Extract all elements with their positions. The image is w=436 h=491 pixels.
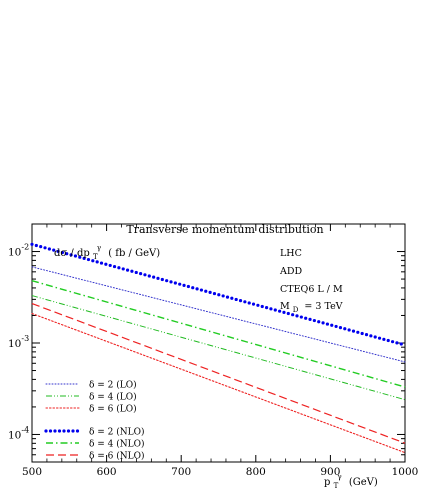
y-axis-label-sub: T bbox=[93, 253, 98, 261]
x-tick-label: 600 bbox=[97, 466, 117, 478]
legend-label-2: δ = 4 (LO) bbox=[89, 392, 137, 403]
annotation-md-rest: = 3 TeV bbox=[304, 301, 342, 312]
y-axis-label-unit: ( fb / GeV) bbox=[108, 248, 160, 259]
series-line-2 bbox=[31, 295, 406, 401]
y-tick-label: 10-4 bbox=[8, 425, 29, 441]
y-tick-label: 10-2 bbox=[8, 243, 29, 259]
annotation-lhc: LHC bbox=[280, 248, 302, 259]
legend-label-5: δ = 4 (NLO) bbox=[89, 439, 145, 450]
series-line-6 bbox=[31, 302, 406, 444]
y-axis-label-sup: γ bbox=[97, 244, 101, 252]
x-axis-label-sub: T bbox=[334, 482, 339, 490]
annotation-md-sub: D bbox=[293, 306, 299, 314]
x-tick-label: 500 bbox=[22, 466, 42, 478]
x-tick-label: 800 bbox=[246, 466, 266, 478]
series-line-5 bbox=[31, 280, 406, 388]
chart-title: Transverse momentum distribution bbox=[126, 223, 323, 236]
x-axis-label-sup: γ bbox=[337, 473, 341, 481]
legend-label-1: δ = 2 (LO) bbox=[89, 380, 137, 391]
annotation-block: LHC ADD CTEQ6 L / M M D = 3 TeV bbox=[279, 248, 343, 315]
legend-label-4: δ = 2 (NLO) bbox=[89, 427, 145, 438]
series-line-1 bbox=[31, 266, 406, 363]
legend-label-6: δ = 6 (NLO) bbox=[89, 451, 145, 462]
y-axis-label: dσ / dp T γ ( fb / GeV) bbox=[54, 242, 160, 262]
y-axis-label-main: dσ / dp bbox=[54, 248, 90, 259]
x-tick-label: 900 bbox=[320, 466, 340, 478]
legend: δ = 2 (LO)δ = 4 (LO)δ = 6 (LO) δ = 2 (NLO… bbox=[44, 380, 145, 462]
x-tick-label: 700 bbox=[171, 466, 191, 478]
annotation-md-main: M bbox=[280, 301, 290, 312]
series-group bbox=[30, 242, 407, 454]
annotation-add: ADD bbox=[279, 266, 302, 277]
x-axis-label-unit: (GeV) bbox=[349, 477, 378, 488]
annotation-md: M D = 3 TeV bbox=[280, 301, 343, 315]
plot-area: 500 600 700 800 900 1000 10-2 10-3 10-4 bbox=[8, 223, 419, 478]
x-tick-label: 1000 bbox=[392, 466, 419, 478]
annotation-pdf: CTEQ6 L / M bbox=[280, 284, 343, 295]
legend-label-3: δ = 6 (LO) bbox=[89, 404, 137, 415]
y-tick-label: 10-3 bbox=[8, 334, 29, 350]
series-line-4 bbox=[30, 242, 407, 347]
x-axis-label: p T γ (GeV) bbox=[324, 471, 378, 491]
series-line-3 bbox=[31, 312, 406, 454]
x-axis-label-main: p bbox=[324, 477, 330, 488]
